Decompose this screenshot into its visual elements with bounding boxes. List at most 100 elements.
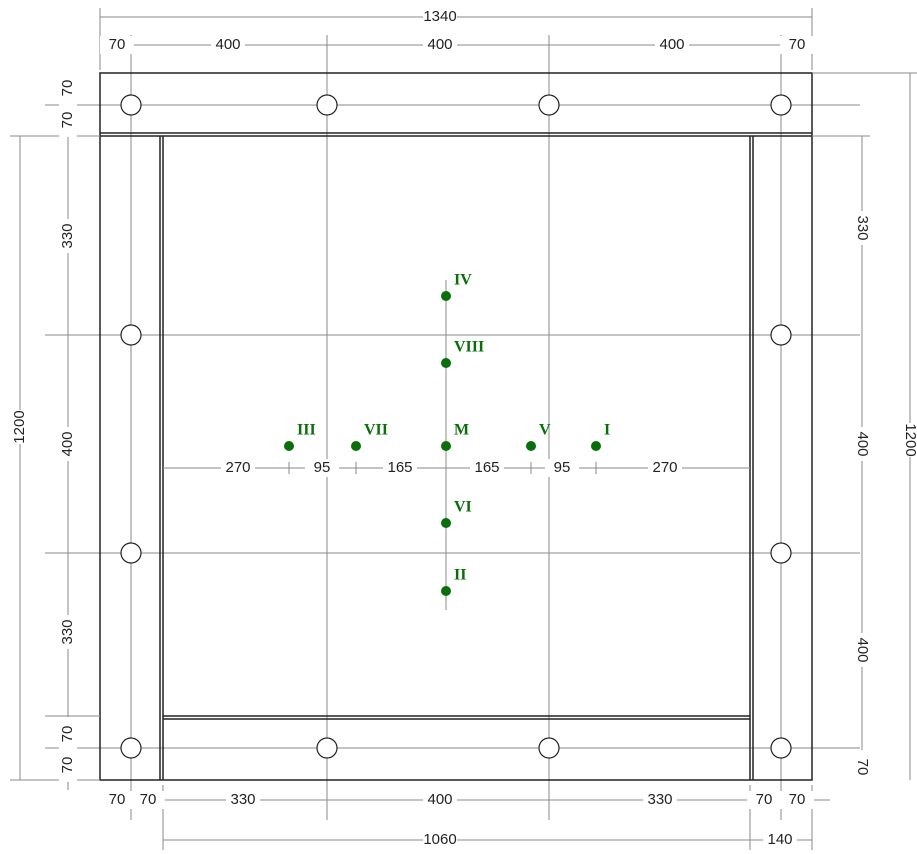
hole	[316, 737, 338, 759]
label-bg	[853, 633, 871, 667]
label-bg	[221, 459, 255, 477]
dimension-label: 330	[647, 791, 672, 808]
point-label: VIII	[454, 339, 484, 356]
hole	[120, 737, 142, 759]
label-bg	[763, 831, 797, 849]
dimension-label: 270	[225, 459, 250, 476]
label-bg	[853, 750, 871, 784]
label-bg	[648, 459, 682, 477]
point-label: II	[454, 567, 466, 584]
dimension-label: 95	[314, 459, 331, 476]
grid-lines	[45, 35, 860, 820]
label-bg	[11, 410, 29, 444]
dimension-label: 70	[140, 791, 157, 808]
dimension-label: 70	[756, 791, 773, 808]
label-bg	[423, 831, 457, 849]
label-bg	[100, 791, 134, 809]
dimension-label: 95	[554, 459, 571, 476]
dimension-label: 400	[59, 431, 76, 456]
dimension-label: 330	[854, 215, 871, 240]
hole	[120, 94, 142, 116]
hole	[770, 324, 792, 346]
point-label: VI	[454, 499, 472, 516]
label-bg	[59, 748, 77, 782]
label-bg	[643, 791, 677, 809]
hole	[770, 542, 792, 564]
dimension-label: 165	[387, 459, 412, 476]
dimension-label: 70	[59, 726, 76, 743]
label-bg	[780, 36, 814, 54]
dimension-label: 70	[854, 759, 871, 776]
dimension-label: 140	[767, 831, 792, 848]
dimension-label: 1060	[423, 831, 456, 848]
dimension-label: 400	[854, 431, 871, 456]
point	[526, 441, 536, 451]
point	[441, 518, 451, 528]
label-bg	[901, 423, 917, 457]
dimension-label: 70	[109, 791, 126, 808]
hole	[316, 94, 338, 116]
point	[284, 441, 294, 451]
point-label: VII	[364, 422, 388, 439]
point	[441, 358, 451, 368]
dimension-label: 165	[474, 459, 499, 476]
dimension-label: 330	[59, 223, 76, 248]
label-bg	[59, 427, 77, 461]
dimension-label: 70	[789, 791, 806, 808]
dimension-label: 400	[215, 36, 240, 53]
label-bg	[100, 36, 134, 54]
point	[441, 586, 451, 596]
label-bg	[423, 791, 457, 809]
holes	[120, 94, 792, 759]
point-label: M	[454, 422, 469, 439]
dimension-label: 400	[854, 637, 871, 662]
label-bg	[423, 8, 457, 26]
dimension-label: 400	[659, 36, 684, 53]
dimension-label: 270	[652, 459, 677, 476]
label-bg	[470, 459, 504, 477]
dimension-label: 70	[59, 112, 76, 129]
label-bg	[59, 717, 77, 751]
dimension-label: 1200	[11, 410, 28, 443]
hole	[770, 94, 792, 116]
dimension-label: 330	[59, 619, 76, 644]
dimension-labels: 1340 70 400 400 400 70 1200 70 70 330 400 330 70 70 12…	[11, 8, 917, 849]
dimension-label: 70	[789, 36, 806, 53]
point	[441, 441, 451, 451]
dimension-label: 70	[109, 36, 126, 53]
label-bg	[423, 36, 457, 54]
point-label: III	[297, 422, 316, 439]
dimension-label: 330	[230, 791, 255, 808]
label-bg	[131, 791, 165, 809]
label-bg	[305, 459, 339, 477]
point-label: V	[539, 422, 551, 439]
label-bg	[780, 791, 814, 809]
label-bg	[226, 791, 260, 809]
point-label: I	[604, 422, 610, 439]
label-bg	[853, 211, 871, 245]
hole	[770, 737, 792, 759]
label-bg	[383, 459, 417, 477]
dimension-label: 70	[59, 757, 76, 774]
dimension-label: 400	[427, 791, 452, 808]
label-bg	[853, 427, 871, 461]
hole	[120, 542, 142, 564]
label-bg	[545, 459, 579, 477]
dimension-label: 1340	[423, 8, 456, 25]
frame	[99, 72, 813, 781]
dimension-label: 1200	[902, 423, 917, 456]
label-bg	[211, 36, 245, 54]
dimension-label: 70	[59, 80, 76, 97]
label-bg	[59, 615, 77, 649]
label-bg	[59, 71, 77, 105]
label-bg	[655, 36, 689, 54]
point-label: IV	[454, 272, 472, 289]
hole	[538, 737, 560, 759]
label-bg	[747, 791, 781, 809]
label-bg	[59, 219, 77, 253]
dimension-label: 400	[427, 36, 452, 53]
hole	[538, 94, 560, 116]
point	[441, 291, 451, 301]
